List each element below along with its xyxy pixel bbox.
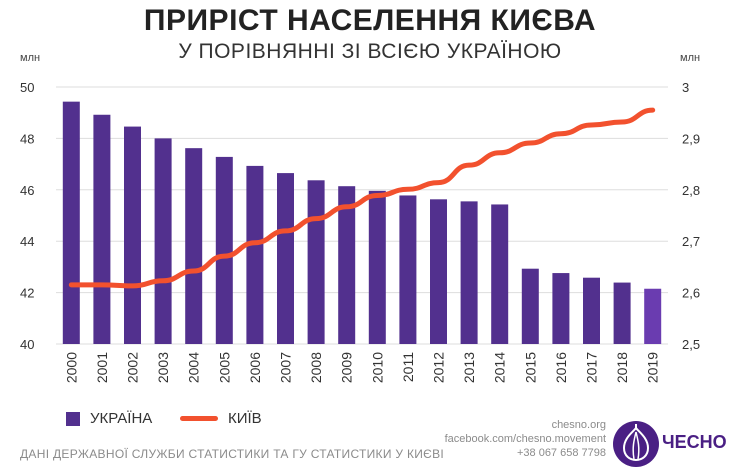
x-tick-label: 2005 [216,352,232,383]
left-tick-label: 42 [20,286,34,301]
x-tick-label: 2018 [614,352,630,383]
bar-ukraine [521,268,539,344]
x-tick-label: 2014 [492,352,508,383]
x-tick-label: 2004 [186,352,202,383]
left-tick-label: 44 [20,234,34,249]
x-tick-label: 2008 [308,352,324,383]
x-tick-label: 2012 [431,352,447,383]
x-tick-label: 2013 [461,352,477,383]
bar-ukraine [338,186,356,344]
bar-ukraine [552,273,570,344]
bar-ukraine [62,101,80,344]
bar-ukraine [277,173,294,344]
x-tick-label: 2011 [400,352,416,382]
legend-ukraine-label: УКРАЇНА [90,410,153,427]
site-link[interactable]: chesno.org [551,419,606,431]
x-tick-label: 2019 [645,352,661,383]
bar-ukraine [246,165,264,344]
right-tick-label: 2,9 [682,131,700,146]
x-tick-label: 2007 [278,352,294,383]
legend-ukraine-swatch [66,411,80,426]
left-axis-unit: млн [20,52,41,64]
bar-ukraine [644,288,662,344]
x-tick-label: 2002 [125,352,141,383]
x-tick-label: 2006 [247,352,263,383]
chesno-logo: ЧЕСНО [612,418,727,470]
bar-ukraine [613,282,631,344]
bar-ukraine [185,148,203,344]
right-tick-label: 2,7 [682,234,700,249]
bar-ukraine [307,180,325,344]
line-kyiv [68,107,656,289]
right-tick-label: 2,6 [682,286,700,301]
left-tick-label: 46 [20,183,34,198]
right-tick-label: 3 [682,80,689,95]
bar-ukraine [215,156,233,344]
x-tick-label: 2016 [553,352,569,383]
legend-kyiv-swatch [180,416,218,421]
bar-ukraine [368,190,386,344]
x-tick-label: 2009 [339,352,355,383]
x-tick-label: 2015 [522,352,538,383]
page-title: ПРИРІСТ НАСЕЛЕННЯ КИЄВА [143,4,597,37]
bar-ukraine [491,204,509,344]
x-tick-label: 2017 [584,352,600,383]
legend-ukraine: УКРАЇНА [66,410,152,427]
left-tick-label: 40 [20,337,34,352]
right-axis-unit: млн [680,52,701,64]
left-tick-label: 48 [20,131,34,146]
x-tick-label: 2010 [369,352,385,383]
population-chart: 40 2,5 42 2,6 44 2,7 46 2,8 48 2,9 50 3 2000 2001 2002… [20,80,700,383]
x-tick-label: 2001 [94,352,110,383]
bar-ukraine [124,126,141,344]
contacts: chesno.org facebook.com/chesno.movement … [445,418,606,460]
bar-ukraine [399,195,417,344]
right-tick-label: 2,8 [682,183,700,198]
bar-ukraine [93,114,111,344]
bar-ukraine [430,199,447,344]
bar-ukraine [460,201,478,344]
legend-kyiv: КИЇВ [180,410,262,427]
legend-kyiv-label: КИЇВ [228,410,262,427]
right-tick-label: 2,5 [682,337,700,352]
page-subtitle: У ПОРІВНЯННІ ЗІ ВСІЄЮ УКРАЇНОЮ [178,40,562,63]
garlic-icon [613,421,659,467]
x-tick-label: 2003 [155,352,171,383]
logo-text: ЧЕСНО [662,432,727,452]
facebook-link[interactable]: facebook.com/chesno.movement [444,433,606,445]
bar-ukraine [154,138,172,344]
x-tick-label: 2000 [63,352,79,383]
bar-ukraine [583,277,600,344]
left-tick-label: 50 [20,80,34,95]
phone-number: +38 067 658 7798 [516,447,606,459]
data-source: ДАНІ ДЕРЖАВНОЇ СЛУЖБИ СТАТИСТИКИ ТА ГУ С… [20,447,445,461]
